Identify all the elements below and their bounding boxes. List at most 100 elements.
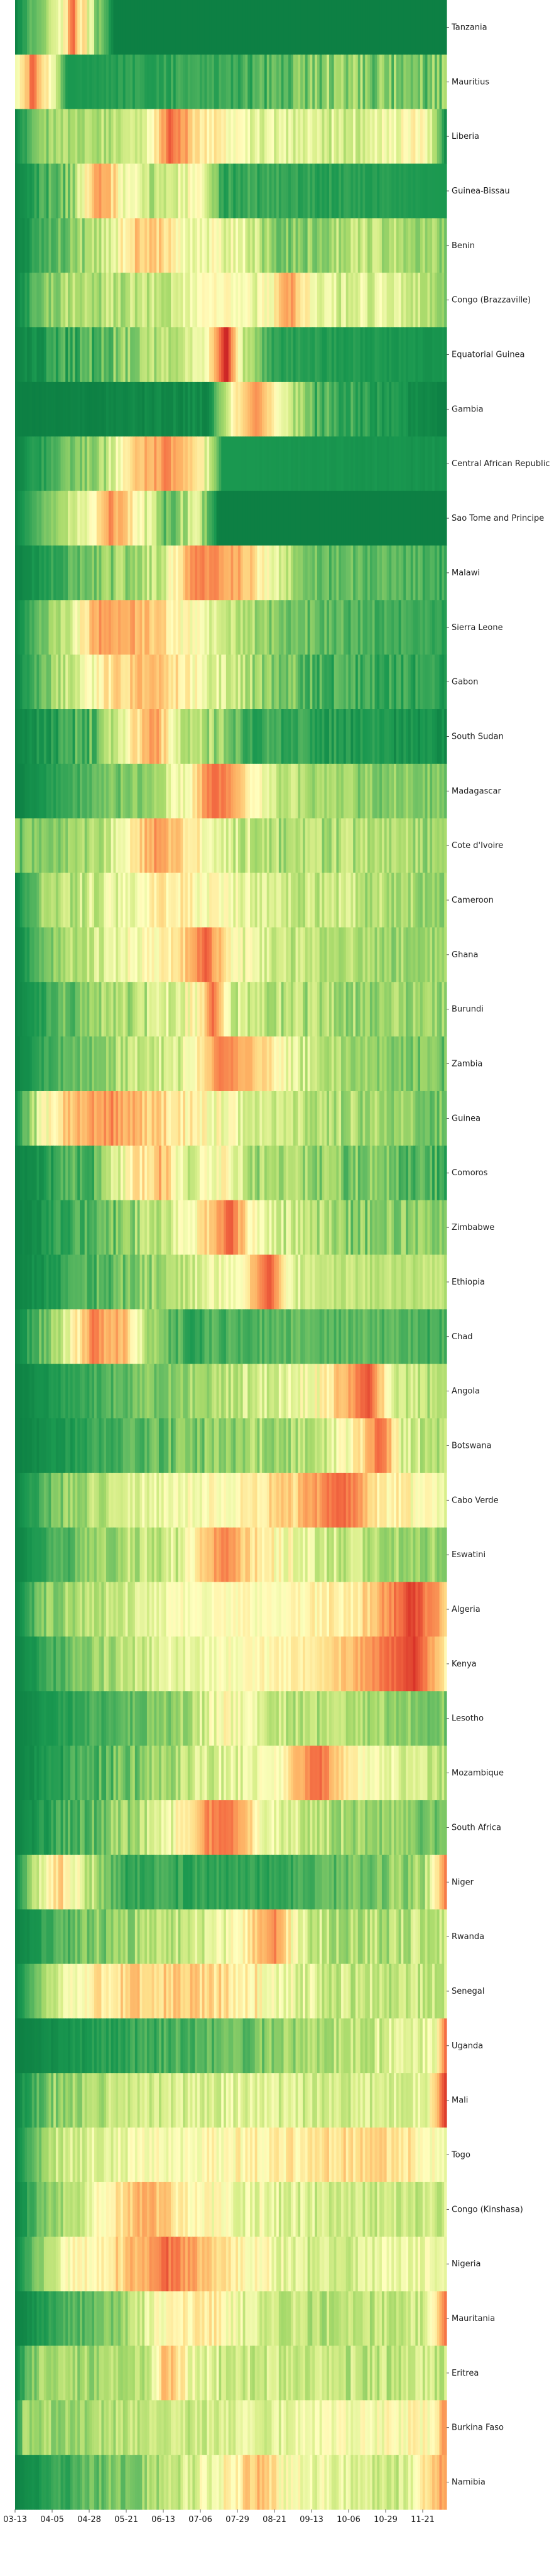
heatmap-cell xyxy=(48,1254,52,1310)
heatmap-cell xyxy=(245,327,248,383)
heatmap-cell xyxy=(175,1472,179,1528)
heatmap-cell xyxy=(278,54,282,110)
heatmap-cell xyxy=(19,763,23,819)
heatmap-cell xyxy=(154,545,157,601)
heatmap-cell xyxy=(410,545,414,601)
heatmap-cell xyxy=(51,982,54,1037)
heatmap-cell xyxy=(53,436,57,492)
heatmap-cell xyxy=(187,1309,191,1364)
heatmap-cell xyxy=(437,163,440,219)
heatmap-cell xyxy=(360,1309,364,1364)
heatmap-cell xyxy=(240,545,244,601)
heatmap-cell xyxy=(113,655,116,710)
heatmap-cell xyxy=(381,1309,385,1364)
heatmap-cell xyxy=(271,709,274,764)
heatmap-cell xyxy=(413,1200,416,1256)
heatmap-cell xyxy=(151,0,155,55)
heatmap-cell xyxy=(442,491,445,546)
heatmap-cell xyxy=(214,163,217,219)
heatmap-cell xyxy=(67,1309,71,1364)
heatmap-cell xyxy=(96,545,100,601)
heatmap-cell xyxy=(77,1254,80,1310)
heatmap-cell xyxy=(84,600,88,655)
heatmap-cell xyxy=(46,381,50,437)
heatmap-cell xyxy=(379,1036,383,1092)
heatmap-cell xyxy=(357,1200,361,1256)
heatmap-cell xyxy=(156,982,160,1037)
heatmap-cell xyxy=(300,1200,303,1256)
heatmap-cell xyxy=(106,54,109,110)
heatmap-cell xyxy=(173,273,176,328)
heatmap-cell xyxy=(379,1145,383,1201)
heatmap-cell xyxy=(183,655,186,710)
heatmap-cell xyxy=(365,1364,368,1419)
heatmap-cell xyxy=(327,818,330,874)
heatmap-cell xyxy=(262,1036,265,1092)
heatmap-cell xyxy=(175,1364,179,1419)
heatmap-cell xyxy=(134,218,138,273)
heatmap-cell xyxy=(27,600,30,655)
heatmap-cell xyxy=(94,600,97,655)
heatmap-cell xyxy=(65,1418,68,1474)
heatmap-cell xyxy=(396,872,399,928)
heatmap-cell xyxy=(180,1364,183,1419)
heatmap-cell xyxy=(149,327,153,383)
heatmap-cell xyxy=(180,818,183,874)
heatmap-cell xyxy=(63,54,66,110)
heatmap-cell xyxy=(247,818,251,874)
heatmap-cell xyxy=(34,109,37,165)
heatmap-cell xyxy=(266,1418,270,1474)
heatmap-cell xyxy=(96,163,100,219)
heatmap-cell xyxy=(46,1200,50,1256)
heatmap-cell xyxy=(250,982,253,1037)
heatmap-cell xyxy=(89,600,92,655)
heatmap-cell xyxy=(154,436,157,492)
heatmap-cell xyxy=(365,218,368,273)
heatmap-cell xyxy=(300,818,303,874)
heatmap-cell xyxy=(242,1200,246,1256)
heatmap-row xyxy=(15,163,447,219)
heatmap-row xyxy=(15,54,447,110)
heatmap-cell xyxy=(224,109,227,165)
heatmap-cell xyxy=(360,600,364,655)
heatmap-cell xyxy=(240,709,244,764)
heatmap-cell xyxy=(331,54,335,110)
heatmap-cell xyxy=(159,655,162,710)
heatmap-cell xyxy=(187,381,191,437)
heatmap-cell xyxy=(134,0,138,55)
heatmap-cell xyxy=(415,381,418,437)
heatmap-cell xyxy=(367,1090,371,1146)
heatmap-cell xyxy=(225,491,229,546)
heatmap-cell xyxy=(398,709,402,764)
heatmap-cell xyxy=(156,763,160,819)
heatmap-cell xyxy=(192,0,195,55)
heatmap-cell xyxy=(312,1200,315,1256)
heatmap-cell xyxy=(425,709,428,764)
heatmap-cell xyxy=(173,1200,176,1256)
heatmap-cell xyxy=(151,381,155,437)
heatmap-cell xyxy=(211,709,215,764)
heatmap-cell xyxy=(144,381,148,437)
heatmap-cell xyxy=(142,709,145,764)
heatmap-cell xyxy=(444,491,447,546)
heatmap-cell xyxy=(362,381,366,437)
heatmap-cell xyxy=(406,381,409,437)
heatmap-cell xyxy=(202,218,205,273)
heatmap-cell xyxy=(233,1418,236,1474)
heatmap-cell xyxy=(17,600,21,655)
heatmap-cell xyxy=(31,1090,35,1146)
heatmap-cell xyxy=(396,381,399,437)
heatmap-cell xyxy=(322,109,325,165)
heatmap-cell xyxy=(362,327,366,383)
heatmap-cell xyxy=(96,381,100,437)
heatmap-cell xyxy=(139,1254,143,1310)
heatmap-cell xyxy=(151,1364,155,1419)
heatmap-cell xyxy=(63,218,66,273)
heatmap-cell xyxy=(163,1036,167,1092)
heatmap-cell xyxy=(331,273,335,328)
heatmap-cell xyxy=(386,927,389,982)
heatmap-cell xyxy=(120,1090,124,1146)
heatmap-cell xyxy=(142,1472,145,1528)
heatmap-cell xyxy=(247,1254,251,1310)
heatmap-cell xyxy=(154,1309,157,1364)
